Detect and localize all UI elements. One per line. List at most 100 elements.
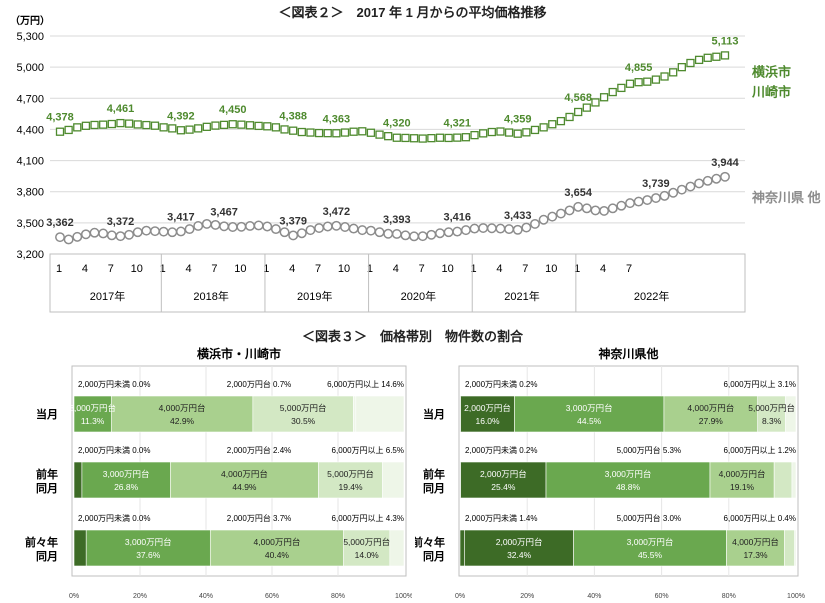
x-tick-label: 4 [82,263,88,275]
category-label: 同月 [36,550,58,563]
x-tick-label: 1 [367,263,373,275]
y-tick-label: 3,800 [16,187,44,199]
data-point [556,116,566,126]
data-point [227,222,238,232]
year-label: 2018年 [193,289,228,303]
bar-segment [794,529,797,567]
series-kanagawa-other [55,171,730,245]
data-point [124,119,134,128]
segment-name-label: 5,000万円台 [327,469,374,479]
callout-label: 6,000万円以上 1.2% [724,446,796,455]
category-label: 前年 [423,467,445,481]
bar-segment [726,529,785,567]
segment-pct-label: 25.4% [491,482,516,492]
data-label: 5,113 [712,35,739,47]
data-point [435,133,445,142]
segment-pct-label: 44.9% [232,482,257,492]
data-point [262,221,273,232]
bar-segment [514,395,665,433]
data-label: 3,467 [210,206,238,218]
data-point [599,205,610,216]
data-point [150,121,160,130]
data-point [409,231,420,242]
callout-label: 2,000万円台 0.7% [227,379,291,389]
x-tick-label: 100% [395,593,412,600]
category-label: 同月 [423,482,445,495]
segment-name-label: 2,000万円台 [496,537,543,547]
data-point [694,178,705,189]
data-point [479,129,488,138]
category-label: 同月 [36,482,58,495]
bar-segment [81,461,171,499]
x-tick-label: 60% [655,593,669,600]
y-tick-label: 5,000 [16,62,44,74]
data-point [521,222,532,233]
data-point [539,123,548,132]
x-tick-label: 20% [133,593,147,600]
segment-pct-label: 44.5% [577,416,602,426]
data-point [296,228,307,239]
data-point [581,203,592,214]
data-point [495,223,506,234]
segment-name-label: 3,000万円台 [69,403,116,413]
data-point [64,125,73,135]
bar-segment [110,395,254,433]
year-label: 2019年 [297,289,332,303]
data-point [486,223,497,234]
data-point [391,229,402,239]
data-point [236,221,247,232]
data-point [538,214,549,225]
data-point [168,124,177,133]
data-point [453,133,462,142]
data-point [331,220,342,231]
x-tick-label: 10 [442,263,454,275]
segment-pct-label: 48.8% [616,482,641,492]
figure3-title: ＜図表３＞ 価格帯別 物件数の割合 [301,329,523,344]
segment-pct-label: 30.5% [291,416,316,426]
data-point [194,124,203,133]
x-tick-label: 1 [160,263,166,275]
data-point [219,120,229,130]
data-label: 4,392 [167,110,195,122]
bar-segment [573,529,727,567]
data-point [150,226,160,237]
data-point [349,127,358,136]
bar-chart-frame [458,365,799,577]
data-point [245,221,255,231]
data-label: 4,450 [219,104,247,116]
segment-pct-label: 27.9% [699,416,724,426]
data-point [366,128,376,137]
data-point [512,224,523,235]
yokohama-kawasaki-stacked-bar-chart: 横浜市・川崎市 0% 20% 40% 60% 80% 100% 当月 2,000万円未満 0.0… [25,346,412,600]
segment-pct-label: 37.6% [136,550,161,560]
data-label: 4,568 [564,92,592,104]
data-point [279,227,290,238]
segment-name-label: 5,000万円台 [748,403,795,413]
segment-name-label: 3,000万円台 [627,537,674,547]
data-point [461,133,471,142]
x-tick-label: 20% [520,593,534,600]
bar-segment [382,461,405,499]
series-yokohama-kawasaki [55,51,730,143]
data-point [176,126,186,135]
data-point [159,123,168,132]
bar-segment [318,461,383,499]
data-point [530,125,540,135]
data-point [201,218,212,229]
callout-label: 2,000万円未満 0.2% [465,379,537,389]
data-label: 3,372 [107,216,135,228]
data-point [617,83,626,93]
data-point [185,125,194,134]
x-tick-label: 4 [289,263,295,275]
data-point [175,226,186,237]
callout-label: 5,000万円台 5.3% [617,445,681,455]
y-tick-label: 3,200 [16,249,44,261]
bar-segment [545,461,711,499]
bar-segment [663,395,758,433]
bar-segment [464,529,574,567]
data-point [115,231,126,242]
x-tick-label: 80% [331,593,345,600]
data-point [417,231,428,242]
data-point [89,227,100,238]
callout-label: 6,000万円以上 0.4% [724,514,796,523]
